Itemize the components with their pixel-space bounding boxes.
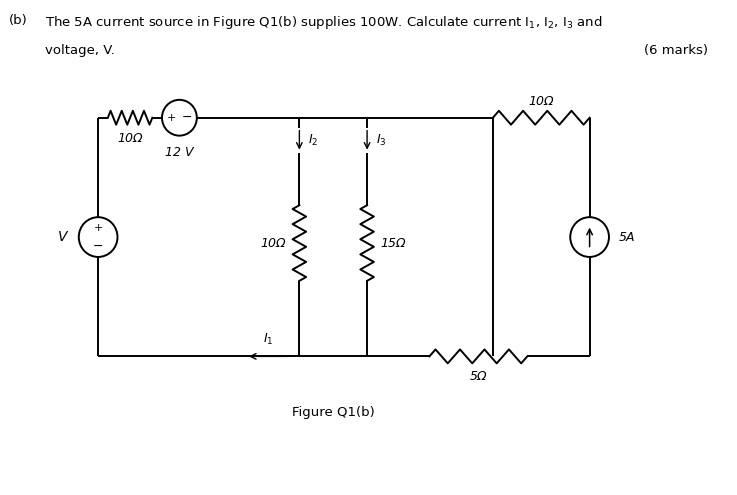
- Text: I$_3$: I$_3$: [376, 133, 386, 148]
- Text: 15Ω: 15Ω: [380, 237, 406, 249]
- Text: I$_1$: I$_1$: [262, 332, 273, 347]
- Text: 12 V: 12 V: [165, 146, 194, 158]
- Text: Figure Q1(b): Figure Q1(b): [292, 406, 374, 419]
- Text: 10Ω: 10Ω: [260, 237, 286, 249]
- Text: V: V: [57, 230, 67, 244]
- Text: 10Ω: 10Ω: [528, 95, 554, 108]
- Text: (b): (b): [9, 14, 28, 27]
- Circle shape: [79, 217, 117, 257]
- Text: (6 marks): (6 marks): [643, 44, 708, 57]
- Text: +: +: [94, 223, 103, 233]
- Circle shape: [162, 100, 197, 136]
- Text: voltage, V.: voltage, V.: [45, 44, 115, 57]
- Text: 10Ω: 10Ω: [117, 132, 143, 145]
- Text: I$_2$: I$_2$: [308, 133, 318, 148]
- Text: The 5A current source in Figure Q1(b) supplies 100W. Calculate current I$_1$, I$: The 5A current source in Figure Q1(b) su…: [45, 14, 602, 31]
- Text: 5Ω: 5Ω: [469, 370, 487, 383]
- Text: +: +: [167, 113, 176, 123]
- Circle shape: [570, 217, 609, 257]
- Text: 5A: 5A: [618, 231, 635, 244]
- Text: −: −: [182, 111, 192, 124]
- Text: −: −: [93, 240, 103, 252]
